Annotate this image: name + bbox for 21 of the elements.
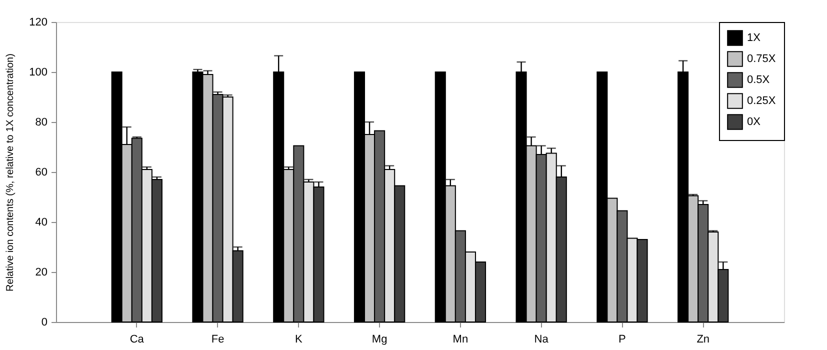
y-tick-label: 80 (35, 116, 48, 128)
y-tick-label: 120 (29, 16, 48, 28)
legend-label: 0.25X (747, 95, 776, 107)
x-tick-label: K (294, 334, 303, 346)
y-tick-label: 100 (29, 66, 48, 78)
x-tick-label: Zn (696, 334, 710, 346)
y-tick-label: 0 (41, 316, 48, 328)
y-tick-label: 40 (35, 216, 48, 228)
y-axis-title: Relative ion contents (%, relative to 1X concentration) (5, 54, 16, 292)
x-tick-label: Mn (452, 334, 468, 346)
legend-label: 1X (747, 32, 762, 44)
x-tick-label: Ca (130, 334, 145, 346)
legend-label: 0.5X (747, 74, 770, 86)
y-tick-label: 20 (35, 266, 48, 278)
x-tick-label: Mg (372, 334, 388, 346)
legend-label: 0.75X (747, 53, 776, 65)
x-tick-label: P (618, 334, 626, 346)
y-tick-label: 60 (35, 166, 48, 178)
x-tick-label: Fe (211, 334, 224, 346)
x-tick-label: Na (534, 334, 550, 346)
legend-label: 0X (747, 116, 762, 128)
